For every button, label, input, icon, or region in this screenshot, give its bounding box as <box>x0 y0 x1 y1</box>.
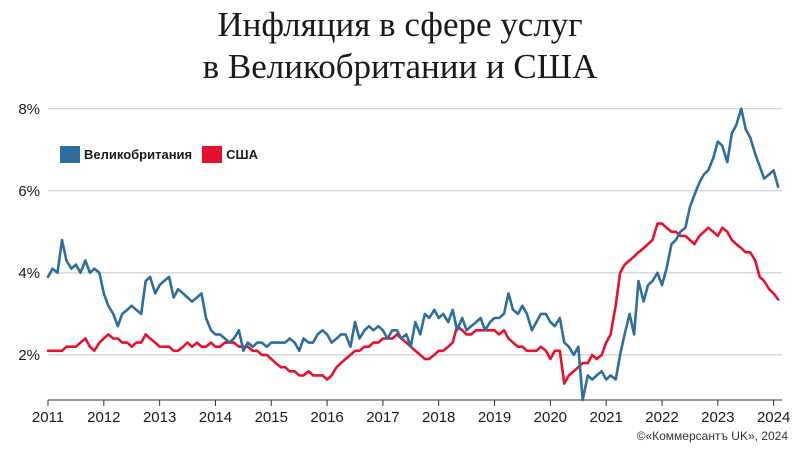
legend-label-uk: Великобритания <box>84 147 193 162</box>
series-line-uk <box>46 107 780 402</box>
legend-item-us: США <box>202 146 258 163</box>
x-tick-label-5: 2016 <box>310 409 343 426</box>
x-tick-label-8: 2019 <box>478 409 511 426</box>
x-tick-label-10: 2021 <box>589 409 622 426</box>
credit: ©«Коммерсантъ UK», 2024 <box>636 429 788 443</box>
chart-title-line-1: Инфляция в сфере услуг <box>217 5 583 44</box>
x-tick-label-4: 2015 <box>255 409 288 426</box>
x-tick-label-3: 2014 <box>199 409 232 426</box>
y-tick-label-0: 2% <box>18 347 40 364</box>
x-tick-label-11: 2022 <box>645 409 678 426</box>
legend-label-us: США <box>226 147 258 162</box>
x-tick-label-12: 2023 <box>701 409 734 426</box>
legend-swatch-uk <box>60 146 80 163</box>
x-tick-label-7: 2018 <box>422 409 455 426</box>
x-tick-label-9: 2020 <box>534 409 567 426</box>
y-tick-label-2: 6% <box>18 183 40 200</box>
series-line-us <box>46 222 780 385</box>
chart-title-line-2: в Великобритании и США <box>202 47 598 86</box>
legend: Великобритания США <box>60 146 262 163</box>
legend-item-uk: Великобритания <box>60 146 192 163</box>
x-tick-label-2: 2013 <box>143 409 176 426</box>
x-tick-label-0: 2011 <box>32 409 64 426</box>
y-tick-label-3: 8% <box>18 101 40 118</box>
legend-swatch-us <box>202 146 223 163</box>
x-tick-label-1: 2012 <box>87 409 120 426</box>
x-tick-label-6: 2017 <box>366 409 399 426</box>
x-tick-label-13: 2024 <box>757 409 790 426</box>
chart-title: Инфляция в сфере услуг в Великобритании … <box>0 4 800 88</box>
y-tick-label-1: 4% <box>18 265 40 282</box>
